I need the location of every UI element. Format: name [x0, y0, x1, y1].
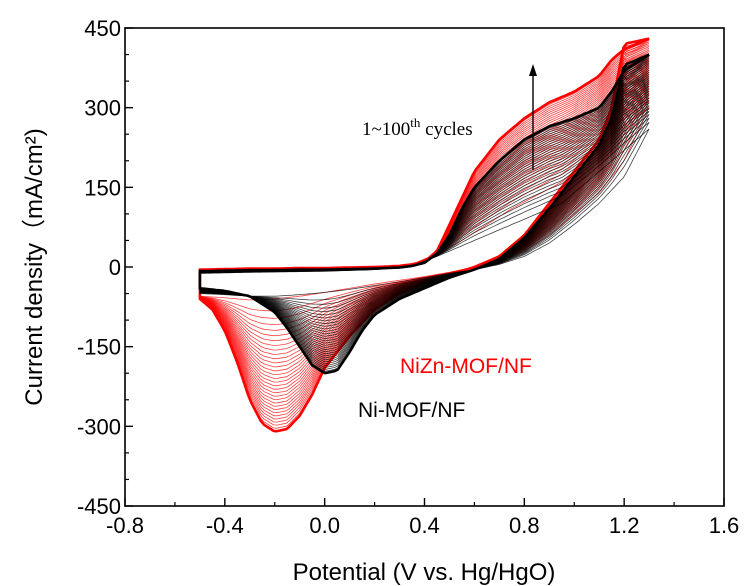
x-tick-label: 1.6 — [709, 513, 740, 538]
y-axis-title: Current density（mA/cm²) — [21, 128, 48, 405]
x-tick-label: -0.4 — [206, 513, 244, 538]
y-tick-label: -150 — [77, 335, 121, 360]
series-label-nizn: NiZn-MOF/NF — [400, 355, 532, 378]
cv-cycle-curve — [199, 58, 650, 394]
y-tick-label: 150 — [84, 175, 121, 200]
x-axis-ticks: -0.8 -0.4 0.0 0.4 0.8 1.2 1.6 — [106, 498, 739, 538]
cycles-annotation: 1~100th cycles — [362, 64, 537, 170]
y-tick-label: -300 — [77, 414, 121, 439]
cv-cycle-curve — [199, 54, 650, 401]
cv-cycle-curve — [198, 53, 650, 375]
x-tick-label: 0.0 — [309, 513, 340, 538]
x-axis-title: Potential (V vs. Hg/HgO) — [293, 559, 556, 586]
cv-curves — [198, 37, 651, 433]
cv-cycle-curve — [198, 37, 650, 433]
y-tick-label: 0 — [109, 255, 121, 280]
cycles-label-tail: cycles — [420, 119, 472, 140]
y-axis-ticks: -450 -300 -150 0 150 300 450 — [77, 16, 133, 519]
x-tick-label: 0.4 — [409, 513, 440, 538]
cv-cycle-curve — [199, 61, 650, 387]
x-tick-label: -0.8 — [106, 513, 144, 538]
y-tick-label: 300 — [84, 96, 121, 121]
cycles-label: 1~100th cycles — [362, 115, 473, 140]
y-tick-label: 450 — [84, 16, 121, 41]
cycles-arrow-head — [529, 64, 537, 76]
x-tick-label: 1.2 — [609, 513, 640, 538]
cv-cycle-curve — [199, 65, 650, 379]
series-ni-mof-nf — [198, 53, 650, 375]
x-tick-label: 0.8 — [509, 513, 540, 538]
cycles-label-main: 1~100 — [362, 119, 410, 140]
series-label-ni: Ni-MOF/NF — [358, 399, 465, 422]
y-tick-label: -450 — [77, 494, 121, 519]
cv-cycle-curve — [199, 56, 650, 397]
cycles-label-sup: th — [410, 115, 421, 130]
